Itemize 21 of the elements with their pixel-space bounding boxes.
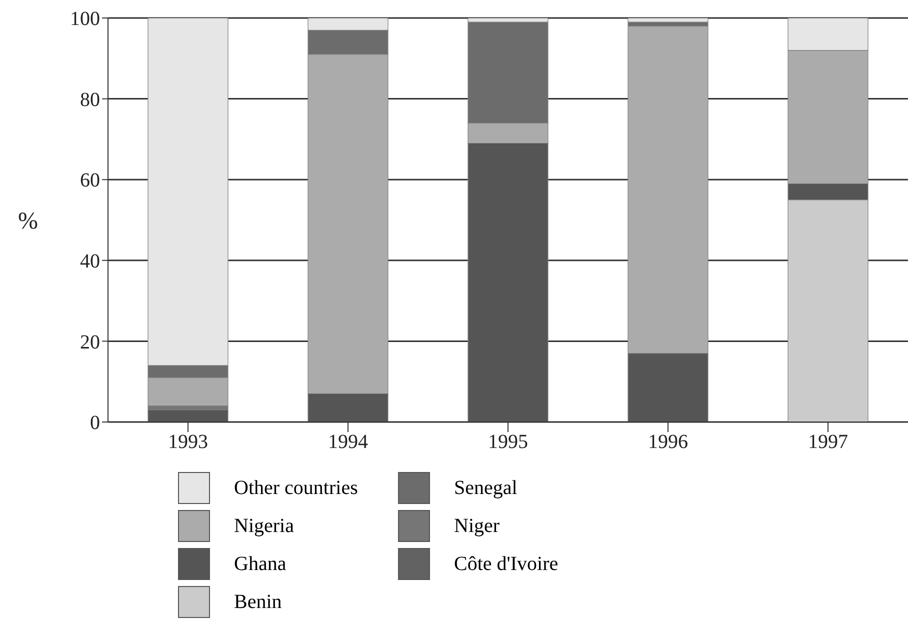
legend-label: Other countries [234, 476, 358, 500]
x-tick-label: 1993 [168, 431, 208, 454]
y-tick-label: 60 [80, 170, 100, 192]
legend-label: Niger [454, 514, 500, 538]
x-tick-label: 1997 [808, 431, 848, 454]
y-tick-label: 100 [70, 8, 100, 30]
legend-label: Benin [234, 590, 282, 614]
y-tick-label: 40 [80, 250, 100, 272]
bar [628, 18, 708, 22]
y-tick-label: 80 [80, 88, 100, 111]
legend-label: Ghana [234, 552, 286, 576]
x-tick-label: 1996 [648, 431, 688, 454]
legend-label: Côte d'Ivoire [454, 552, 558, 576]
legend-label: Senegal [454, 476, 518, 500]
y-tick-label: 20 [80, 331, 100, 354]
x-tick-label: 1995 [488, 431, 528, 454]
x-tick-label: 1994 [328, 431, 368, 454]
y-tick-label: 0 [90, 412, 100, 434]
legend-label: Nigeria [234, 514, 294, 538]
y-axis-title: % [18, 208, 38, 235]
bar [148, 410, 228, 422]
